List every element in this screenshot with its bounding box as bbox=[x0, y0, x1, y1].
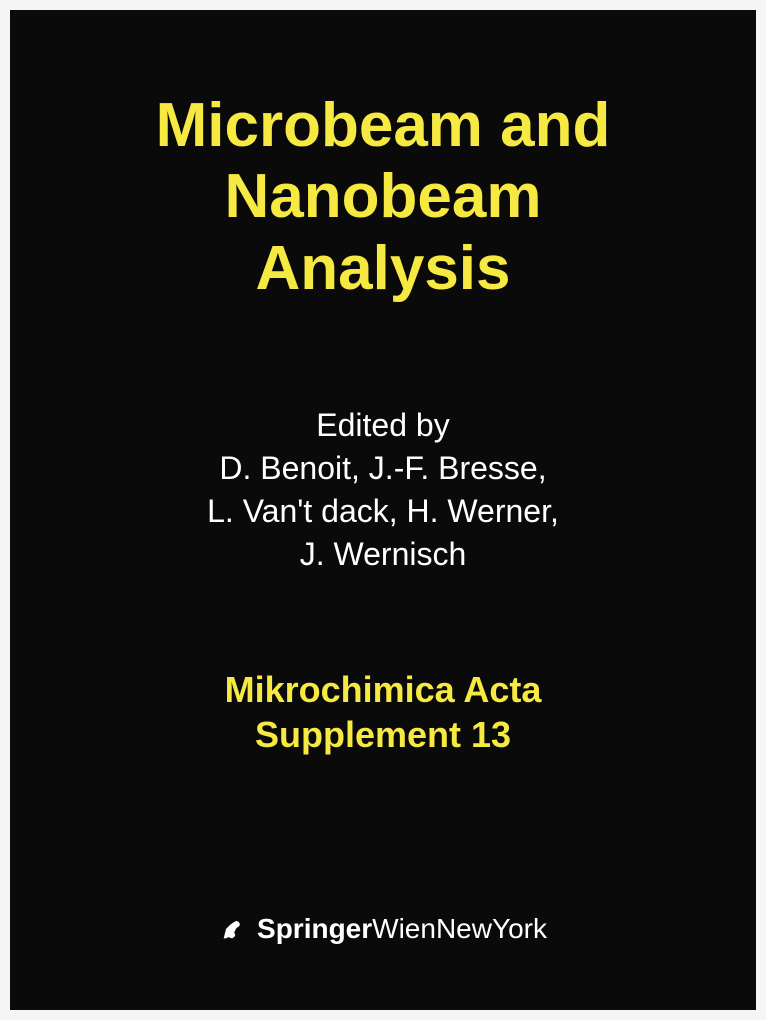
publisher-block: SpringerWienNewYork bbox=[10, 913, 756, 945]
book-title: Microbeam and Nanobeam Analysis bbox=[156, 90, 611, 304]
editors-line-2: L. Van't dack, H. Werner, bbox=[207, 490, 559, 533]
publisher-text: SpringerWienNewYork bbox=[257, 913, 547, 945]
title-line-3: Analysis bbox=[156, 233, 611, 304]
editors-heading: Edited by bbox=[207, 404, 559, 447]
series-block: Mikrochimica Acta Supplement 13 bbox=[225, 667, 542, 757]
series-line-1: Mikrochimica Acta bbox=[225, 667, 542, 712]
book-cover: Microbeam and Nanobeam Analysis Edited b… bbox=[10, 10, 756, 1010]
title-line-2: Nanobeam bbox=[156, 161, 611, 232]
publisher-brand: Springer bbox=[257, 913, 372, 944]
springer-horse-icon bbox=[219, 915, 247, 943]
editors-block: Edited by D. Benoit, J.-F. Bresse, L. Va… bbox=[207, 404, 559, 577]
title-line-1: Microbeam and bbox=[156, 90, 611, 161]
editors-line-1: D. Benoit, J.-F. Bresse, bbox=[207, 447, 559, 490]
publisher-location: WienNewYork bbox=[372, 913, 547, 944]
editors-line-3: J. Wernisch bbox=[207, 533, 559, 576]
series-line-2: Supplement 13 bbox=[225, 712, 542, 757]
